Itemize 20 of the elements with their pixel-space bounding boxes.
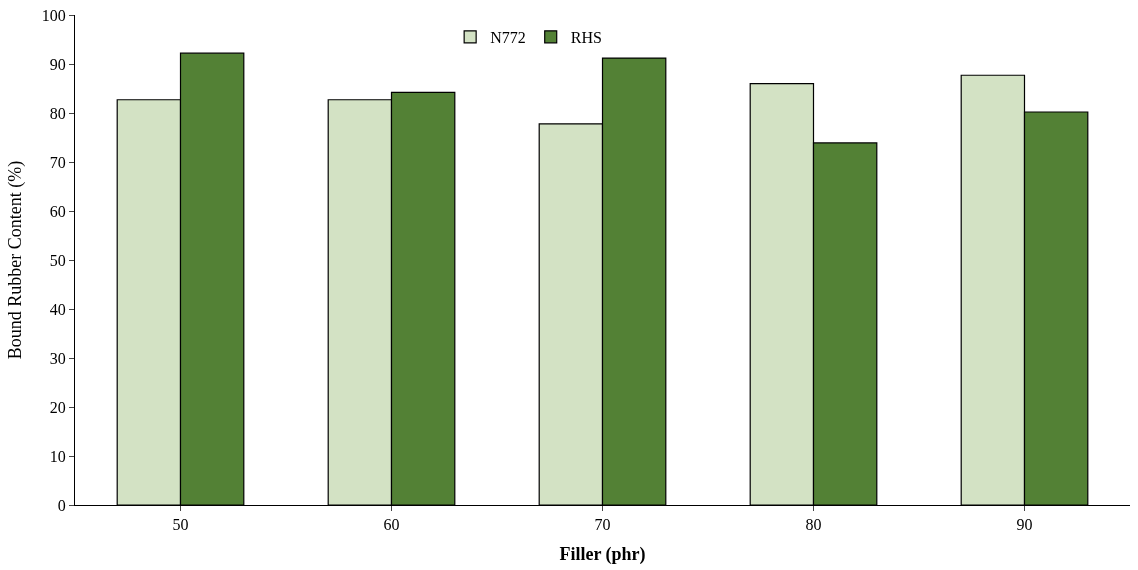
y-tick-label: 40 <box>49 300 66 318</box>
y-tick-label: 90 <box>49 55 66 73</box>
x-tick-label: 70 <box>594 516 611 534</box>
y-tick-label: 20 <box>49 398 66 416</box>
y-tick-label: 100 <box>41 6 66 24</box>
x-tick-label: 60 <box>383 516 400 534</box>
y-tick-label: 0 <box>57 496 66 514</box>
x-tick-label: 50 <box>172 516 189 534</box>
x-axis-title: Filler (phr) <box>559 544 646 566</box>
x-tick-label: 90 <box>1016 516 1033 534</box>
legend-label: RHS <box>570 29 602 47</box>
legend-label: N772 <box>490 29 526 47</box>
y-tick-label: 10 <box>49 447 66 465</box>
y-tick-label: 50 <box>49 251 66 269</box>
x-tick-label: 80 <box>805 516 822 534</box>
y-tick-label: 60 <box>49 202 66 220</box>
y-tick-label: 80 <box>49 104 66 122</box>
y-tick-label: 30 <box>49 349 66 367</box>
y-tick-label: 70 <box>49 153 66 171</box>
y-axis-title: Bound Rubber Content (%) <box>4 160 26 360</box>
